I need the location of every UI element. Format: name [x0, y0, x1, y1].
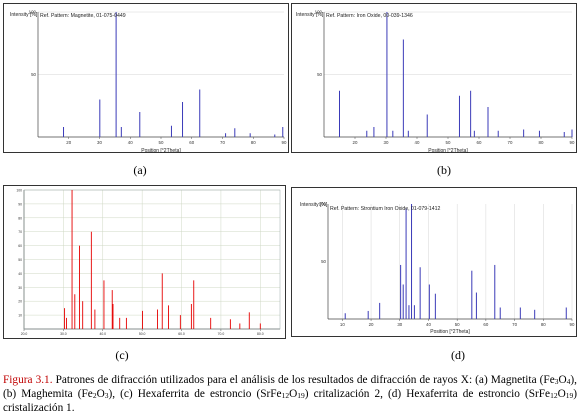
- x-tick-label: 40: [128, 140, 133, 145]
- x-tick-label: 90: [282, 140, 287, 145]
- x-tick-label: 70: [508, 140, 513, 145]
- panel-label-d: (d): [451, 348, 465, 362]
- y-tick-label: 20: [18, 300, 22, 304]
- x-tick-label: 10: [340, 322, 345, 327]
- plot-frame: [23, 189, 281, 330]
- y-tick-label: 100: [315, 10, 323, 15]
- chart-c: 100 90 80 70 60 50 40 30 20 10 20.0 30.0 40.0 50.0 60.…: [16, 189, 281, 336]
- x-tick-label: 30.0: [60, 332, 67, 336]
- x-tick-label: 70: [512, 322, 517, 327]
- y-tick-label: 40: [18, 272, 22, 276]
- x-tick-label: 40: [426, 322, 431, 327]
- x-tick-label: 80: [539, 140, 544, 145]
- y-tick-label: 100: [319, 202, 327, 207]
- x-tick-label: 50.0: [139, 332, 146, 336]
- x-tick-label: 50: [446, 140, 451, 145]
- y-tick-label: 50: [18, 258, 22, 262]
- figure-caption: Figura 3.1. Patrones de difracción utili…: [3, 374, 577, 414]
- figure-panel-c: 100 90 80 70 60 50 40 30 20 10 20.0 30.0 40.0 50.0 60.…: [3, 185, 286, 339]
- chart-a: 100 50 20 30 40 50 60 70 80 90 Intensity [%] Positi…: [10, 10, 287, 155]
- x-tick-label: 90: [570, 140, 575, 145]
- y-tick-label: 90: [18, 202, 22, 206]
- legend-text: Ref. Pattern: Iron Oxide, 00-039-1346: [326, 13, 413, 19]
- caption-figure-label: Figura 3.1.: [3, 374, 53, 386]
- y-tick-label: 70: [18, 230, 22, 234]
- panel-label-c: (c): [115, 348, 129, 362]
- figure-panel-b: 100 50 20 30 40 50 60 70 80 90 Intensity [%] Positi…: [291, 3, 577, 155]
- x-tick-label: 60.0: [178, 332, 185, 336]
- x-tick-label: 20: [369, 322, 374, 327]
- x-tick-label: 40.0: [99, 332, 106, 336]
- figure-panel-a: 100 50 20 30 40 50 60 70 80 90 Intensity [%] Positi…: [3, 3, 289, 155]
- y-axis-label: Intensity [%]: [10, 12, 38, 18]
- x-tick-label: 80: [251, 140, 256, 145]
- x-tick-label: 50: [159, 140, 164, 145]
- figure-panel-d: 100 50 10 20 30 40 50 60 70 80 90 Intensity [%] Posi…: [291, 187, 577, 337]
- x-tick-label: 70.0: [218, 332, 225, 336]
- y-tick-label: 60: [18, 244, 22, 248]
- x-tick-label: 50: [455, 322, 460, 327]
- x-axis-label: Position [°2Theta]: [141, 148, 181, 154]
- x-tick-label: 60: [477, 140, 482, 145]
- panel-label-b: (b): [437, 163, 451, 177]
- y-axis-label: Intensity [%]: [296, 12, 324, 18]
- y-tick-label: 10: [18, 314, 22, 318]
- x-axis-label: Position [°2Theta]: [428, 148, 468, 154]
- x-tick-label: 60: [189, 140, 194, 145]
- y-tick-label: 100: [29, 10, 37, 15]
- y-tick-label: 50: [321, 259, 326, 264]
- x-tick-label: 80: [541, 322, 546, 327]
- x-tick-label: 90: [570, 322, 575, 327]
- x-tick-label: 80.0: [257, 332, 264, 336]
- y-tick-label: 30: [18, 286, 22, 290]
- panel-label-a: (a): [133, 163, 147, 177]
- y-tick-label: 50: [317, 72, 322, 77]
- x-tick-label: 30: [97, 140, 102, 145]
- x-tick-label: 30: [384, 140, 389, 145]
- x-tick-label: 20: [66, 140, 71, 145]
- x-tick-label: 60: [483, 322, 488, 327]
- y-tick-label: 100: [16, 189, 22, 193]
- y-axis-label: Intensity [%]: [300, 202, 328, 208]
- legend-text: Ref. Pattern: Strontium Iron Oxide, 01-0…: [330, 206, 441, 212]
- y-tick-label: 50: [31, 72, 36, 77]
- x-axis-label: Position [°2Theta]: [430, 329, 470, 335]
- x-tick-label: 20.0: [21, 332, 28, 336]
- y-tick-label: 80: [18, 216, 22, 220]
- chart-b: 100 50 20 30 40 50 60 70 80 90 Intensity [%] Positi…: [296, 10, 575, 155]
- x-tick-label: 20: [353, 140, 358, 145]
- chart-d: 100 50 10 20 30 40 50 60 70 80 90 Intensity [%] Posi…: [300, 202, 575, 336]
- x-tick-label: 40: [415, 140, 420, 145]
- x-tick-label: 70: [220, 140, 225, 145]
- legend-text: Ref. Pattern: Magnetite, 01-075-0449: [40, 13, 126, 19]
- x-tick-label: 30: [397, 322, 402, 327]
